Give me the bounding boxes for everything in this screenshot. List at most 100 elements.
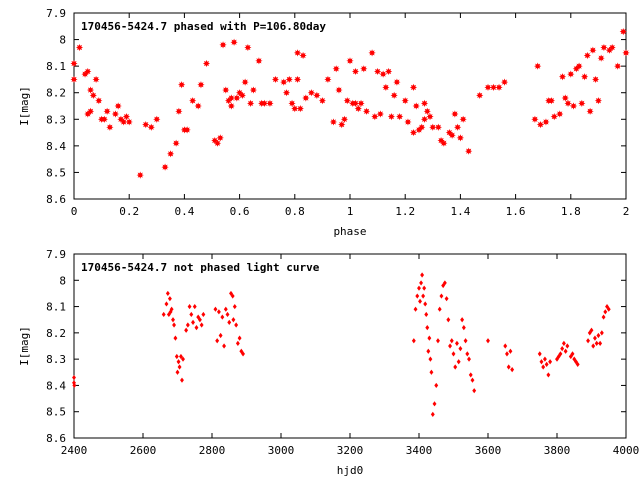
data-point — [177, 364, 182, 370]
data-point — [387, 113, 395, 121]
data-point — [465, 147, 473, 155]
data-point — [448, 343, 452, 349]
data-point — [537, 351, 542, 357]
data-point — [185, 322, 190, 328]
data-point — [500, 78, 509, 86]
x-tick-label: 0.2 — [119, 205, 139, 218]
data-point — [561, 340, 566, 346]
data-point — [567, 70, 575, 78]
x-tick-label: 0.6 — [230, 205, 250, 218]
data-point — [556, 110, 564, 118]
data-point — [558, 73, 567, 81]
data-point — [244, 43, 252, 52]
data-point — [175, 107, 183, 115]
y-axis-label: I[mag] — [18, 86, 31, 126]
data-point — [465, 351, 470, 357]
data-point — [318, 97, 326, 105]
data-point — [592, 75, 600, 84]
data-point — [437, 306, 442, 312]
x-axis-label: phase — [333, 225, 366, 238]
data-point — [136, 171, 144, 179]
data-point — [440, 139, 448, 147]
data-point — [575, 62, 583, 70]
data-point — [536, 121, 545, 129]
data-point — [216, 309, 221, 315]
data-point — [230, 38, 238, 46]
plot-frame — [73, 12, 627, 200]
data-point — [390, 91, 398, 99]
data-point — [213, 139, 222, 147]
data-point — [589, 46, 597, 54]
data-point — [178, 81, 186, 89]
data-point — [574, 359, 578, 365]
data-point — [324, 75, 332, 84]
y-tick-label: 7.9 — [46, 7, 66, 20]
data-point — [114, 102, 122, 110]
data-point — [181, 356, 185, 362]
x-tick-label: 0 — [71, 205, 78, 218]
data-point — [489, 83, 498, 91]
data-point — [111, 110, 119, 118]
data-point — [446, 317, 451, 323]
data-point — [260, 99, 269, 107]
x-tick-label: 2 — [623, 205, 630, 218]
x-tick-label: 1 — [347, 205, 354, 218]
data-point — [125, 118, 133, 126]
data-point — [614, 62, 622, 70]
data-point — [362, 107, 371, 115]
data-point — [456, 359, 461, 365]
data-point — [413, 306, 418, 312]
data-point — [223, 306, 228, 312]
y-tick-label: 8.5 — [46, 406, 66, 419]
x-tick-label: 1.8 — [561, 205, 581, 218]
data-point — [72, 380, 76, 386]
x-tick-label: 2800 — [199, 444, 226, 457]
data-point — [171, 317, 175, 323]
data-point — [343, 97, 351, 105]
data-point — [568, 353, 573, 360]
data-point — [560, 346, 565, 352]
y-tick-label: 8.3 — [46, 353, 66, 366]
data-point — [161, 311, 166, 318]
data-point — [288, 99, 296, 107]
data-point — [189, 311, 194, 318]
data-point — [460, 317, 465, 323]
data-point — [542, 356, 547, 362]
data-point — [424, 311, 429, 318]
data-point — [570, 351, 575, 357]
data-point — [176, 359, 181, 365]
data-point — [593, 335, 597, 341]
data-point — [202, 59, 211, 68]
data-point — [506, 364, 511, 370]
data-point — [299, 51, 307, 60]
data-point — [238, 91, 246, 99]
data-point — [271, 75, 280, 84]
data-point — [218, 332, 223, 339]
y-tick-label: 8.1 — [46, 301, 66, 314]
data-point — [197, 81, 205, 89]
data-point — [401, 97, 409, 105]
data-point — [354, 105, 362, 113]
data-point — [420, 272, 425, 278]
data-point — [382, 83, 390, 91]
data-point — [142, 121, 150, 129]
data-point — [219, 41, 227, 49]
data-point — [165, 290, 170, 297]
data-point — [581, 73, 589, 81]
x-tick-label: 3600 — [475, 444, 502, 457]
data-point — [351, 99, 360, 107]
data-point — [168, 309, 173, 315]
data-point — [194, 102, 202, 110]
data-point — [241, 351, 245, 357]
data-point — [307, 89, 315, 97]
data-point — [92, 75, 100, 84]
data-point — [376, 110, 384, 118]
data-point — [296, 105, 304, 113]
data-point — [429, 123, 437, 131]
data-point — [508, 348, 513, 354]
data-point — [166, 311, 171, 318]
data-point — [187, 303, 192, 310]
data-point — [476, 91, 484, 99]
data-point — [368, 49, 376, 57]
